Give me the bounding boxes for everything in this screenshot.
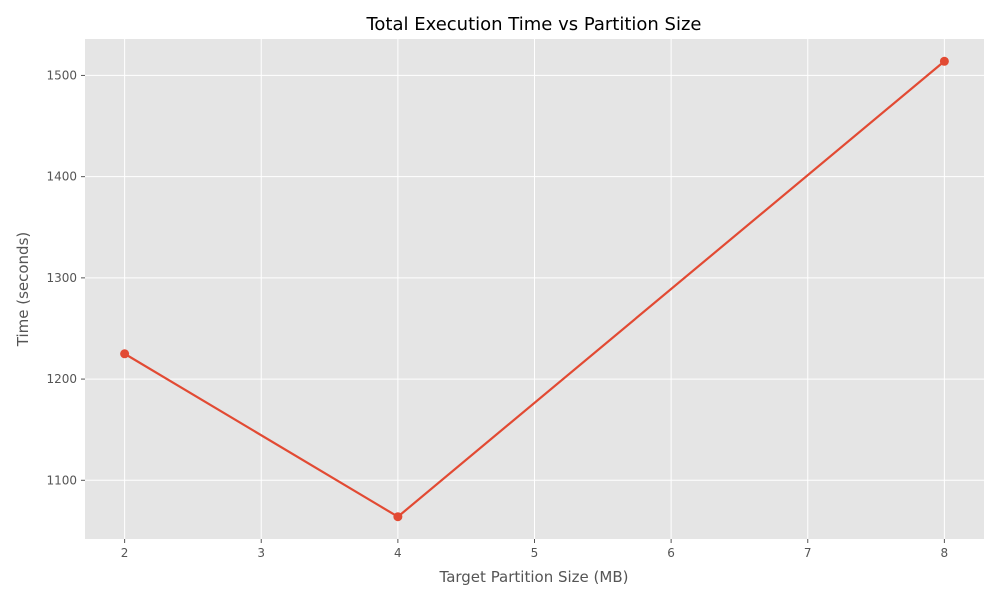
x-tick-label: 6	[667, 546, 675, 560]
y-tick-label: 1200	[46, 372, 77, 386]
y-tick-label: 1500	[46, 68, 77, 82]
chart-title: Total Execution Time vs Partition Size	[365, 14, 701, 35]
data-point	[393, 512, 403, 522]
x-tick-label: 7	[804, 546, 812, 560]
x-tick-label: 2	[121, 546, 129, 560]
x-tick-label: 3	[257, 546, 265, 560]
y-axis-label: Time (seconds)	[14, 232, 32, 348]
y-tick-label: 1300	[46, 271, 77, 285]
x-tick-label: 5	[531, 546, 539, 560]
x-axis-label: Target Partition Size (MB)	[439, 568, 629, 586]
series-layer	[120, 56, 949, 522]
grid-lines	[85, 39, 984, 539]
y-tick-label: 1100	[46, 473, 77, 487]
tick-labels: 2 3 4 5 6 7 8 1100 1200 1300 1400 1500	[46, 68, 948, 560]
x-tick-label: 4	[394, 546, 402, 560]
data-point	[120, 349, 130, 359]
x-tick-label: 8	[941, 546, 949, 560]
y-tick-label: 1400	[46, 170, 77, 184]
data-point	[939, 56, 949, 66]
